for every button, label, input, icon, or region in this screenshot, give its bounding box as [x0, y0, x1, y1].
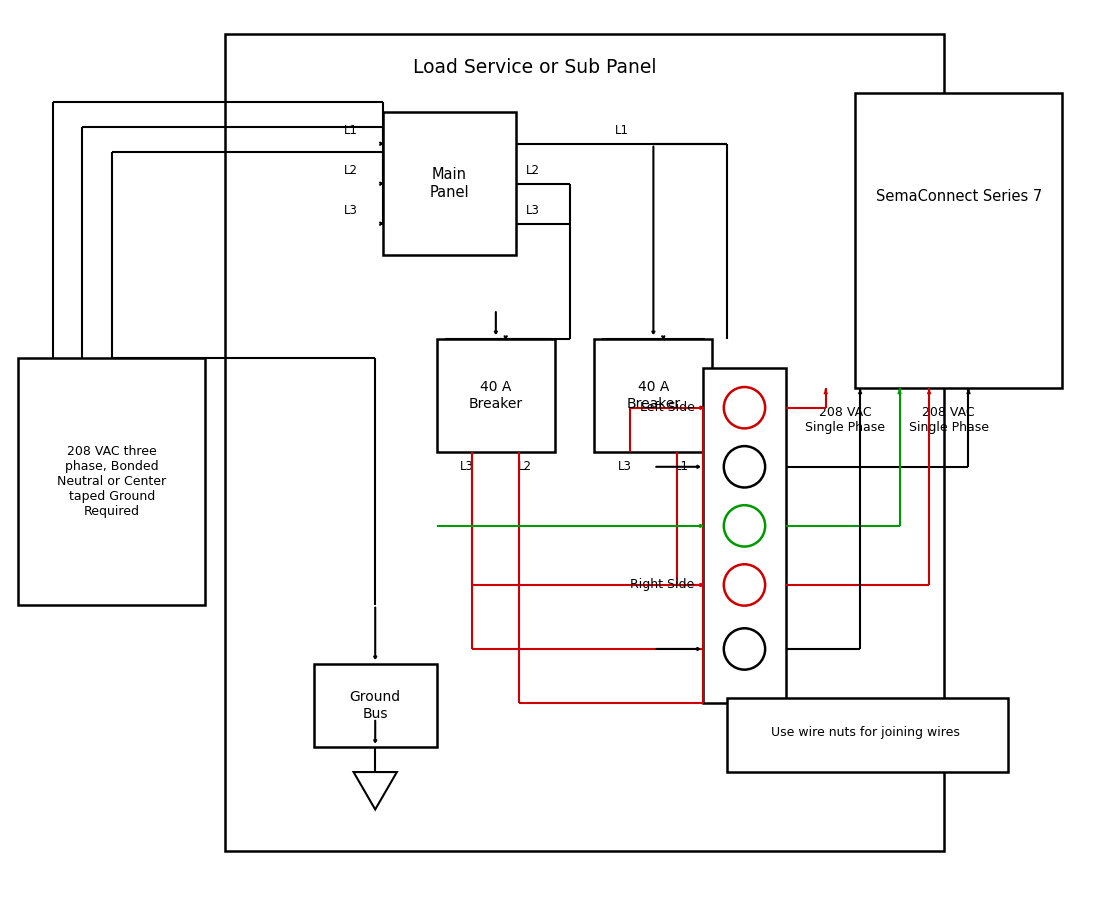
Circle shape — [724, 387, 766, 428]
Text: L1: L1 — [344, 124, 358, 137]
Bar — [19, 358, 206, 605]
Text: L3: L3 — [344, 204, 358, 217]
Circle shape — [724, 564, 766, 606]
Text: L2: L2 — [344, 164, 358, 177]
Text: Main
Panel: Main Panel — [429, 168, 469, 200]
Bar — [226, 34, 944, 851]
Text: Ground
Bus: Ground Bus — [350, 690, 400, 721]
Text: L3: L3 — [618, 460, 631, 473]
Circle shape — [724, 505, 766, 547]
Text: L1: L1 — [615, 124, 628, 137]
Bar — [594, 339, 713, 452]
Bar — [437, 339, 554, 452]
Text: Right Side: Right Side — [630, 579, 695, 591]
Text: L3: L3 — [526, 204, 540, 217]
Text: L1: L1 — [675, 460, 689, 473]
Text: Use wire nuts for joining wires: Use wire nuts for joining wires — [771, 727, 959, 739]
Text: 208 VAC
Single Phase: 208 VAC Single Phase — [805, 405, 886, 434]
Text: SemaConnect Series 7: SemaConnect Series 7 — [876, 189, 1042, 203]
Bar — [703, 368, 786, 703]
Text: 40 A
Breaker: 40 A Breaker — [469, 380, 522, 411]
Bar — [314, 664, 437, 747]
Text: L2: L2 — [526, 164, 540, 177]
Text: Load Service or Sub Panel: Load Service or Sub Panel — [414, 58, 657, 77]
Text: 208 VAC
Single Phase: 208 VAC Single Phase — [909, 405, 989, 434]
Polygon shape — [353, 772, 397, 809]
Circle shape — [724, 629, 766, 669]
Bar — [727, 698, 1008, 772]
Text: L3: L3 — [460, 460, 474, 473]
Circle shape — [724, 446, 766, 487]
Text: L2: L2 — [517, 460, 531, 473]
Text: 208 VAC three
phase, Bonded
Neutral or Center
taped Ground
Required: 208 VAC three phase, Bonded Neutral or C… — [57, 445, 166, 518]
Text: Left Side: Left Side — [640, 401, 695, 414]
Bar — [856, 93, 1062, 388]
Bar — [383, 112, 516, 255]
Text: 40 A
Breaker: 40 A Breaker — [626, 380, 681, 411]
